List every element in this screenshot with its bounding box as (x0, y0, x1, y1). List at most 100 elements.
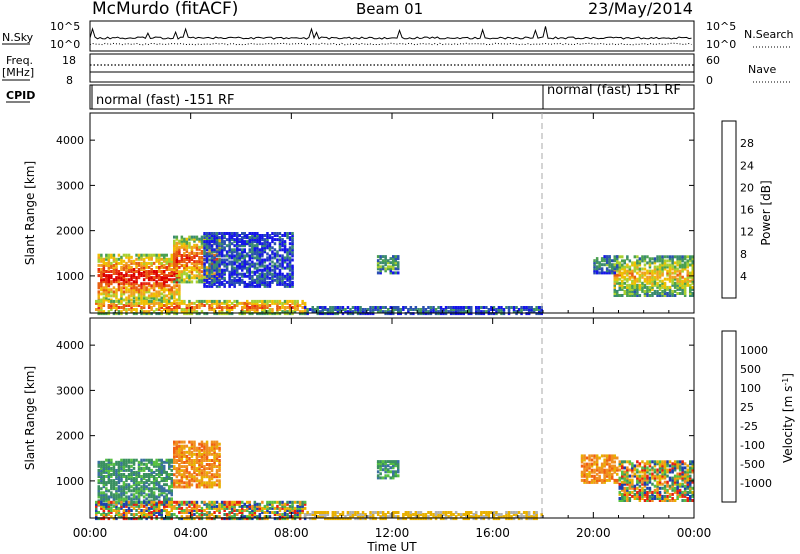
velocity-cell (193, 463, 196, 466)
velocity-cell (213, 444, 216, 448)
velocity-cell (185, 444, 189, 448)
velocity-cell (122, 504, 126, 508)
velocity-cell (230, 502, 234, 506)
power-cell (158, 259, 161, 263)
power-cell (384, 263, 387, 267)
velocity-cell (150, 489, 153, 493)
velocity-cell (638, 484, 642, 488)
velocity-cell (137, 515, 141, 519)
power-cell (600, 271, 604, 275)
velocity-cell (291, 506, 294, 510)
velocity-cell (145, 513, 148, 516)
power-cell (668, 265, 672, 269)
velocity-cell (283, 502, 287, 506)
power-cell (233, 284, 236, 288)
velocity-cell (190, 500, 194, 504)
power-cell (268, 276, 272, 280)
power-cell (95, 301, 98, 305)
power-cell (661, 259, 664, 263)
velocity-cell (218, 515, 221, 519)
velocity-cell (613, 456, 616, 460)
power-cell (256, 256, 259, 260)
power-cell (256, 258, 259, 262)
power-cell (631, 279, 634, 283)
velocity-cell (198, 473, 201, 477)
velocity-cell (626, 482, 629, 486)
velocity-cell (165, 483, 168, 487)
power-cell (651, 285, 654, 289)
power-cell (261, 246, 264, 250)
power-cell (621, 294, 624, 297)
power-cell (470, 308, 473, 311)
power-cell (470, 312, 473, 316)
velocity-cell (190, 515, 194, 519)
power-cell (248, 301, 251, 305)
power-cell (158, 257, 161, 261)
velocity-cell (673, 480, 677, 484)
power-cell (286, 232, 289, 235)
power-cell (180, 299, 184, 303)
velocity-cell (631, 482, 634, 486)
velocity-cell (676, 482, 679, 486)
velocity-cell (120, 515, 123, 519)
velocity-cell (190, 479, 194, 483)
power-cell (125, 312, 128, 316)
power-cell (210, 266, 214, 270)
power-cell (286, 272, 289, 276)
power-cell (130, 261, 133, 265)
power-cell (668, 279, 672, 283)
velocity-cell (246, 504, 249, 508)
velocity-cell (110, 503, 113, 507)
power-cell (145, 274, 148, 278)
velocity-cell (195, 477, 199, 481)
velocity-cell (668, 484, 672, 488)
power-cell (236, 301, 239, 305)
power-cell (256, 310, 259, 314)
velocity-cell (173, 465, 176, 469)
power-cell (689, 292, 692, 295)
velocity-cell (691, 499, 694, 502)
power-cell (170, 261, 173, 265)
power-cell (208, 246, 211, 250)
velocity-cell (603, 478, 606, 482)
velocity-cell (228, 511, 231, 514)
power-cell (122, 284, 126, 288)
power-cell (246, 242, 249, 246)
power-cell (173, 266, 176, 270)
power-cell (359, 310, 362, 314)
velocity-cell (140, 511, 143, 514)
power-cell (603, 255, 606, 259)
velocity-cell (376, 464, 380, 468)
power-cell (107, 284, 111, 288)
power-cell (316, 312, 319, 316)
power-cell (331, 308, 335, 311)
power-cell (628, 277, 632, 281)
velocity-cell (150, 513, 153, 516)
power-cell (273, 274, 277, 278)
power-cell (449, 310, 453, 314)
velocity-cell (137, 468, 141, 472)
velocity-cell (127, 517, 131, 521)
power-cell (175, 310, 179, 314)
power-cell (246, 234, 249, 237)
power-cell (200, 299, 204, 303)
power-cell (605, 257, 609, 261)
power-cell (115, 308, 118, 311)
power-cell (175, 274, 179, 278)
power-cell (228, 272, 231, 276)
power-cell (107, 276, 111, 280)
velocity-cell (626, 497, 629, 500)
power-cell (142, 290, 146, 294)
velocity-cell (268, 502, 272, 506)
velocity-cell (178, 473, 181, 477)
power-cell (218, 244, 221, 248)
power-cell (132, 296, 136, 300)
velocity-cell (215, 440, 219, 444)
power-cell (105, 261, 108, 265)
power-cell (656, 294, 659, 297)
velocity-cell (593, 456, 596, 460)
power-cell (175, 237, 179, 241)
power-cell (618, 283, 621, 287)
power-cell (175, 247, 179, 251)
power-cell (288, 238, 292, 242)
